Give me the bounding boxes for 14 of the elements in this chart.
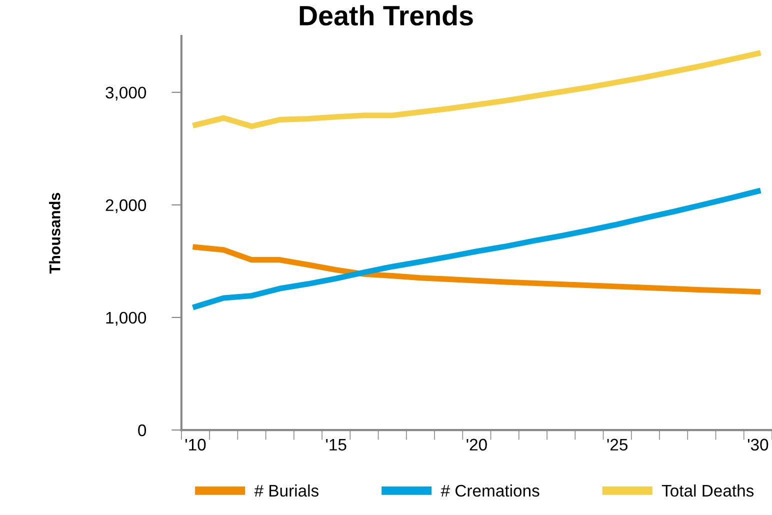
y-tick-label: 2,000 — [106, 199, 146, 214]
y-tick-label: 1,000 — [106, 312, 146, 326]
y-tick-label: 0 — [138, 424, 146, 436]
x-tick-label: '20 — [466, 438, 487, 451]
x-tick-label: '30 — [748, 438, 768, 451]
y-axis-title: Thousands — [49, 192, 60, 274]
y-tick-label: 3,000 — [106, 86, 146, 101]
legend-label: Total Deaths — [662, 484, 754, 497]
x-tick-label: '10 — [185, 438, 206, 451]
chart-title: Death Trends — [300, 5, 473, 26]
legend-label: # Burials — [254, 484, 318, 497]
x-tick-label: '25 — [607, 438, 628, 451]
x-tick-label: '15 — [326, 438, 346, 451]
legend-label: # Cremations — [440, 484, 540, 497]
